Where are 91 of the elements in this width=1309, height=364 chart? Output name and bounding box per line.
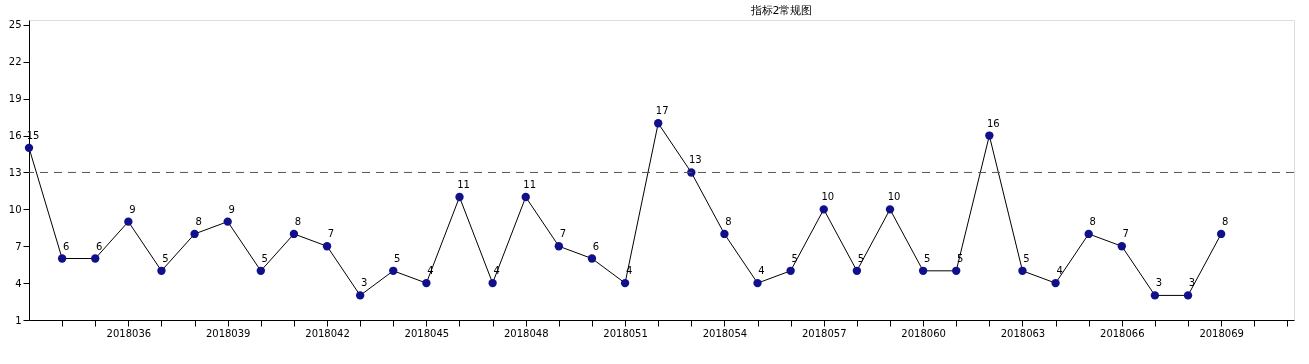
data-label: 5 bbox=[261, 252, 268, 264]
data-label: 11 bbox=[523, 179, 537, 191]
point bbox=[852, 266, 862, 275]
x-tick-label: 2018036 bbox=[106, 327, 152, 339]
chart-title: 指标2常规图 bbox=[749, 3, 813, 17]
point bbox=[1216, 229, 1226, 239]
data-label: 4 bbox=[1056, 265, 1063, 277]
data-label: 8 bbox=[195, 215, 202, 227]
data-label: 8 bbox=[294, 215, 302, 227]
point bbox=[389, 266, 398, 275]
x-tick-label: 2018051 bbox=[603, 327, 648, 339]
data-label: 3 bbox=[1188, 277, 1196, 289]
x-tick-label: 2018048 bbox=[503, 327, 549, 339]
y-tick-label: 19 bbox=[8, 93, 22, 105]
point bbox=[1084, 229, 1093, 239]
point bbox=[1051, 278, 1060, 288]
data-label: 8 bbox=[1089, 215, 1096, 227]
point bbox=[753, 278, 762, 288]
data-label: 11 bbox=[457, 179, 470, 191]
x-tick-label: 2018069 bbox=[1199, 327, 1244, 339]
y-tick-label: 7 bbox=[15, 240, 22, 252]
point bbox=[885, 205, 895, 214]
point bbox=[190, 229, 199, 239]
data-label: 6 bbox=[592, 240, 600, 252]
point bbox=[289, 229, 299, 239]
point bbox=[918, 266, 928, 275]
data-label: 5 bbox=[394, 252, 401, 264]
point bbox=[488, 278, 497, 288]
point bbox=[654, 119, 663, 128]
data-label: 16 bbox=[986, 117, 1000, 129]
data-label: 9 bbox=[228, 203, 235, 215]
data-label: 7 bbox=[327, 228, 335, 240]
y-tick-label: 10 bbox=[8, 203, 22, 215]
x-tick-label: 2018045 bbox=[404, 327, 450, 339]
point bbox=[620, 278, 630, 288]
data-label: 5 bbox=[1023, 252, 1030, 264]
x-tick-label: 2018042 bbox=[305, 327, 350, 339]
x-tick-label: 2018060 bbox=[901, 327, 946, 339]
point bbox=[786, 266, 795, 275]
data-label: 5 bbox=[857, 252, 865, 264]
point bbox=[720, 229, 729, 239]
point bbox=[124, 217, 133, 226]
data-label: 8 bbox=[725, 215, 732, 227]
data-label: 10 bbox=[821, 191, 835, 203]
point bbox=[521, 192, 530, 202]
point bbox=[1183, 291, 1193, 300]
data-label: 3 bbox=[360, 277, 368, 289]
point bbox=[1117, 242, 1126, 251]
x-tick-label: 2018054 bbox=[702, 327, 748, 339]
data-label: 5 bbox=[923, 252, 931, 264]
point bbox=[1150, 291, 1160, 300]
point bbox=[455, 192, 464, 202]
point bbox=[355, 291, 365, 300]
point bbox=[422, 278, 431, 288]
point bbox=[322, 242, 332, 251]
data-label: 9 bbox=[129, 203, 136, 215]
y-tick-label: 25 bbox=[8, 19, 22, 31]
data-label: 4 bbox=[758, 265, 765, 277]
data-label: 6 bbox=[62, 240, 70, 252]
point bbox=[157, 266, 166, 275]
data-label: 7 bbox=[559, 228, 567, 240]
point bbox=[256, 266, 265, 275]
y-tick-label: 4 bbox=[15, 277, 22, 289]
data-label: 5 bbox=[162, 252, 169, 264]
x-tick-label: 2018063 bbox=[1000, 327, 1046, 339]
point bbox=[587, 254, 597, 263]
data-label: 6 bbox=[96, 240, 103, 252]
x-tick-label: 2018057 bbox=[801, 327, 847, 339]
point bbox=[819, 205, 828, 214]
point bbox=[985, 131, 994, 140]
data-label: 5 bbox=[791, 252, 798, 264]
data-label: 17 bbox=[655, 105, 669, 117]
x-tick-label: 2018066 bbox=[1100, 327, 1145, 339]
y-tick-label: 22 bbox=[8, 56, 22, 68]
y-tick-label: 1 bbox=[15, 314, 22, 326]
point bbox=[223, 217, 232, 226]
data-label: 3 bbox=[1155, 277, 1163, 289]
point bbox=[1018, 266, 1027, 275]
point bbox=[91, 254, 100, 263]
data-label: 10 bbox=[887, 191, 901, 203]
x-tick-label: 2018039 bbox=[205, 327, 251, 339]
data-label: 13 bbox=[688, 154, 702, 166]
y-tick-label: 16 bbox=[8, 130, 22, 142]
point bbox=[554, 242, 564, 251]
point bbox=[57, 254, 67, 263]
point bbox=[952, 266, 961, 275]
data-label: 7 bbox=[1122, 228, 1129, 240]
y-tick-label: 13 bbox=[8, 166, 22, 178]
data-label: 8 bbox=[1221, 215, 1229, 227]
data-label: 4 bbox=[427, 265, 434, 277]
point bbox=[24, 143, 34, 153]
